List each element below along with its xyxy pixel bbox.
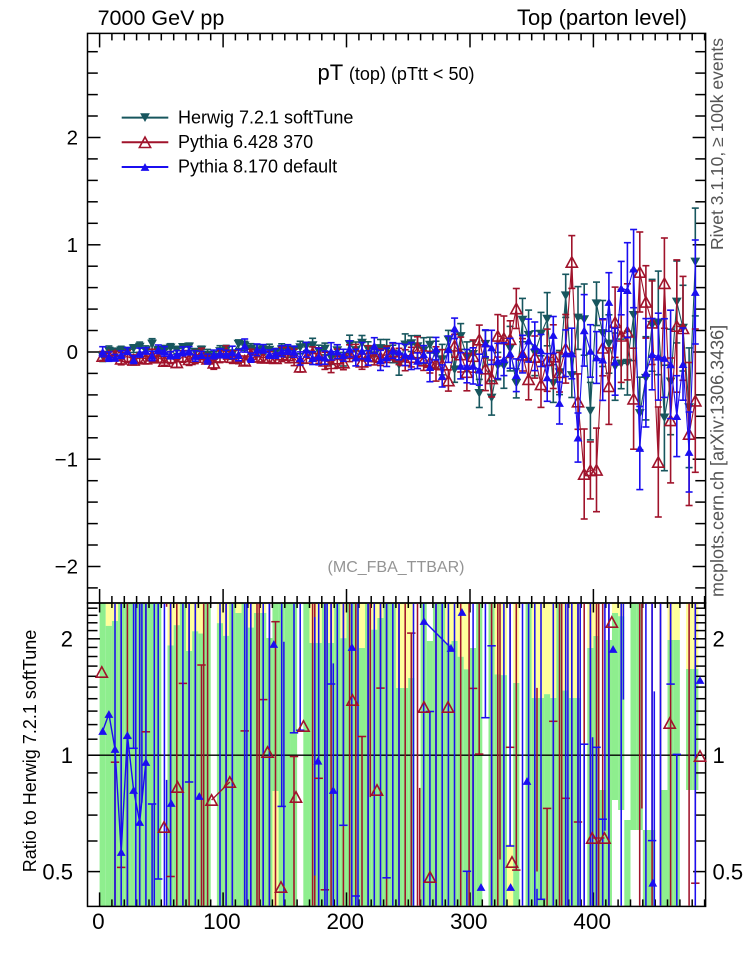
svg-text:−1: −1 xyxy=(55,448,78,471)
svg-text:7000 GeV pp: 7000 GeV pp xyxy=(98,6,225,30)
svg-text:0.5: 0.5 xyxy=(713,859,744,884)
svg-text:0: 0 xyxy=(67,341,78,364)
svg-text:1: 1 xyxy=(67,234,78,257)
svg-text:2: 2 xyxy=(713,627,725,652)
svg-text:Ratio to Herwig 7.2.1 softTune: Ratio to Herwig 7.2.1 softTune xyxy=(20,630,40,872)
svg-text:0: 0 xyxy=(92,909,105,934)
svg-text:0.5: 0.5 xyxy=(42,859,73,884)
svg-text:200: 200 xyxy=(327,909,365,934)
svg-text:Rivet 3.1.10, ≥ 100k events: Rivet 3.1.10, ≥ 100k events xyxy=(707,38,727,250)
svg-text:(MC_FBA_TTBAR): (MC_FBA_TTBAR) xyxy=(328,559,465,576)
svg-text:Pythia 8.170 default: Pythia 8.170 default xyxy=(178,157,337,177)
svg-text:300: 300 xyxy=(450,909,488,934)
svg-text:1: 1 xyxy=(713,743,725,768)
svg-text:Herwig 7.2.1 softTune: Herwig 7.2.1 softTune xyxy=(178,107,353,127)
svg-text:Pythia 6.428 370: Pythia 6.428 370 xyxy=(178,132,313,152)
svg-text:2: 2 xyxy=(67,127,78,150)
svg-text:1: 1 xyxy=(61,743,73,768)
svg-text:−2: −2 xyxy=(55,556,78,579)
svg-text:mcplots.cern.ch [arXiv:1306.34: mcplots.cern.ch [arXiv:1306.3436] xyxy=(708,325,728,597)
svg-text:100: 100 xyxy=(203,909,241,934)
svg-text:pT (top) (pTtt < 50): pT (top) (pTtt < 50) xyxy=(318,60,475,85)
svg-text:400: 400 xyxy=(573,909,611,934)
svg-text:2: 2 xyxy=(61,627,73,652)
svg-text:Top (parton level): Top (parton level) xyxy=(517,5,687,30)
